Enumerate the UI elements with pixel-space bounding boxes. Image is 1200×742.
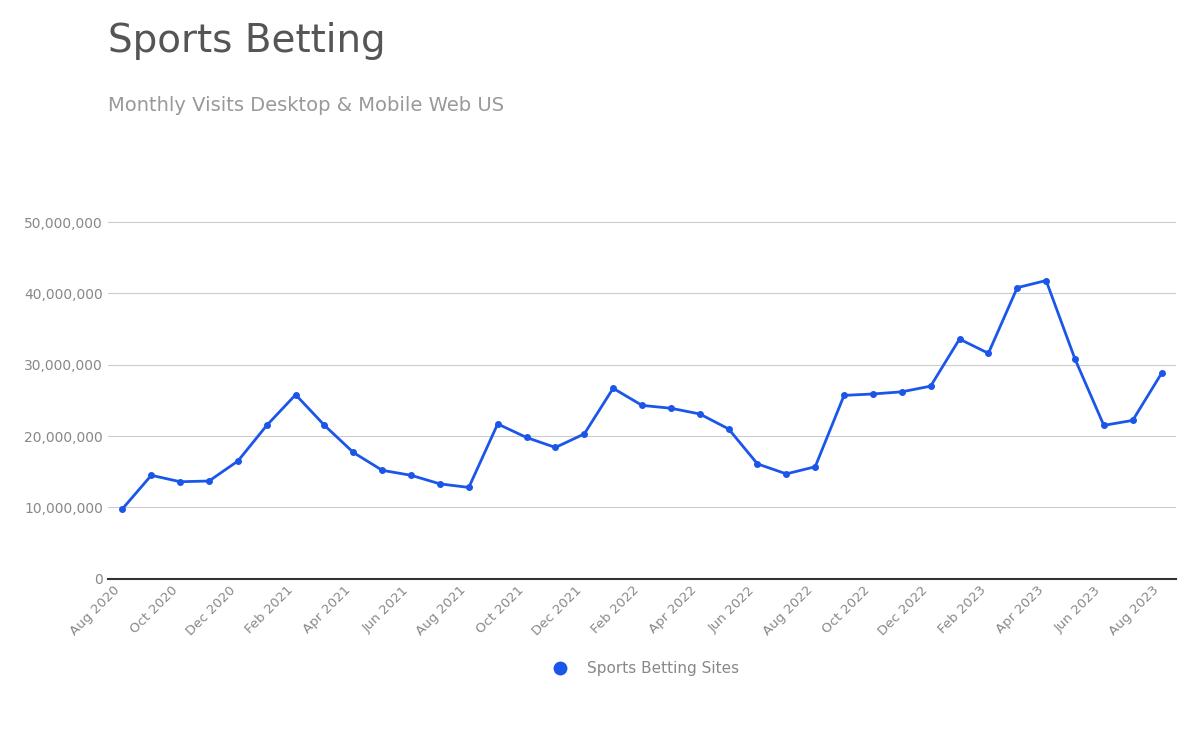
Text: Monthly Visits Desktop & Mobile Web US: Monthly Visits Desktop & Mobile Web US (108, 96, 504, 116)
Text: Sports Betting: Sports Betting (108, 22, 385, 60)
Legend: Sports Betting Sites: Sports Betting Sites (539, 655, 745, 683)
